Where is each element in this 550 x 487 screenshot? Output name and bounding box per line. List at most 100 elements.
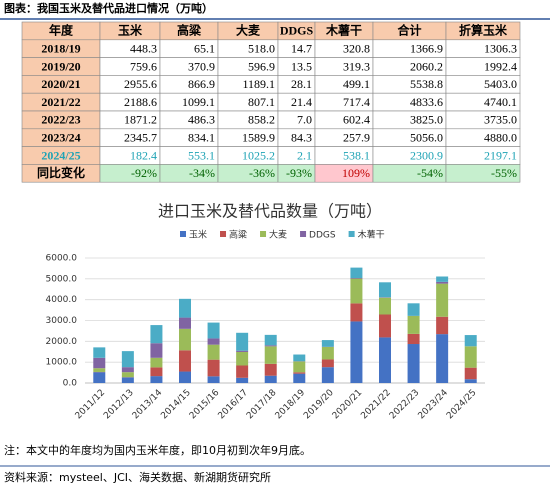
x-tick-label: 2023/24	[417, 388, 451, 422]
x-tick-label: 2015/16	[188, 388, 222, 422]
bar-segment	[121, 367, 134, 373]
cell-value: 28.1	[291, 77, 312, 91]
cell-value: 2345.7	[124, 130, 157, 144]
bar-segment	[264, 346, 277, 364]
y-tick-label: 5000.0	[46, 274, 78, 284]
bar-segment	[150, 343, 163, 358]
cell-value: 759.6	[130, 59, 157, 73]
legend-swatch	[180, 231, 186, 237]
bar-segment	[207, 344, 220, 360]
bar-segment	[293, 354, 306, 362]
cell-value: -55%	[491, 166, 517, 180]
row-label: 2021/22	[41, 95, 80, 109]
cell-value: 486.3	[188, 113, 215, 127]
column-header: 高粱	[177, 23, 202, 38]
cell-value: 602.4	[343, 113, 370, 127]
column-header: 大麦	[236, 23, 261, 38]
bar-segment	[436, 276, 449, 282]
legend-label: 玉米	[189, 229, 207, 241]
row-label: 2022/23	[41, 113, 80, 127]
legend-swatch	[300, 231, 307, 237]
bar-segment	[436, 283, 449, 317]
cell-value: 1189.1	[242, 77, 275, 91]
bar-segment	[150, 376, 163, 383]
cell-value: 2060.2	[410, 59, 443, 73]
cell-value: 2300.9	[410, 148, 443, 162]
bar-segment	[121, 377, 134, 383]
x-tick-label: 2016/17	[217, 388, 251, 422]
bar-segment	[150, 325, 163, 344]
x-tick-label: 2018/19	[274, 388, 308, 422]
cell-value: 1366.9	[410, 41, 443, 55]
bar-segment	[179, 298, 191, 318]
cell-value: -54%	[417, 166, 443, 180]
row-label: 2023/24	[41, 130, 80, 144]
x-tick-label: 2024/25	[445, 388, 479, 422]
bar-segment	[321, 347, 334, 360]
bar-segment	[379, 282, 391, 298]
y-tick-label: 0.0	[63, 379, 78, 389]
bar-segment	[350, 321, 363, 383]
bar-segment	[293, 361, 306, 373]
bar-segment	[236, 377, 249, 383]
cell-value: -92%	[131, 166, 157, 180]
cell-value: 14.7	[291, 41, 312, 55]
bar-segment	[407, 344, 420, 383]
cell-value: 319.3	[343, 59, 370, 73]
cell-value: 1099.1	[182, 95, 215, 109]
cell-value: 2955.6	[124, 77, 157, 91]
bar-segment	[350, 303, 363, 322]
y-tick-label: 3000.0	[46, 316, 78, 326]
bar-segment	[236, 351, 249, 366]
source: 资料来源：mysteel、JCI、海关数据、新湖期货研究所	[4, 470, 271, 484]
bar-segment	[321, 340, 334, 347]
cell-value: 2197.1	[484, 148, 517, 162]
cell-value: 257.9	[343, 130, 370, 144]
bar-segment	[236, 332, 249, 351]
legend-label: 大麦	[269, 229, 287, 241]
bar-segment	[150, 367, 163, 377]
cell-value: 5403.0	[484, 77, 517, 91]
bar-segment	[179, 317, 191, 329]
column-header: 年度	[49, 23, 74, 38]
cell-value: 13.5	[291, 59, 312, 73]
y-tick-label: 6000.0	[46, 254, 78, 264]
x-tick-label: 2022/23	[388, 388, 422, 422]
legend-swatch	[260, 231, 267, 237]
cell-value: 1306.3	[484, 41, 517, 55]
bar-segment	[264, 363, 277, 376]
cell-value: 84.3	[291, 130, 312, 144]
bar-segment	[379, 337, 391, 383]
bar-segment	[264, 345, 277, 347]
x-tick-label: 2017/18	[245, 388, 279, 422]
cell-value: 21.4	[291, 95, 312, 109]
cell-value: 717.4	[343, 95, 370, 109]
chart-title: 进口玉米及替代品数量（万吨）	[158, 202, 382, 221]
column-header: 玉米	[118, 23, 143, 38]
bar-segment	[436, 281, 449, 284]
bar-segment	[179, 371, 191, 383]
cell-value: 834.1	[188, 130, 215, 144]
cell-value: 499.1	[343, 77, 370, 91]
cell-value: 1871.2	[124, 113, 157, 127]
cell-value: 448.3	[130, 41, 157, 55]
row-label: 2019/20	[41, 59, 80, 73]
bar-segment	[464, 346, 477, 368]
y-tick-label: 1000.0	[46, 358, 78, 368]
column-header: 合计	[397, 23, 421, 38]
y-tick-label: 2000.0	[46, 337, 78, 347]
cell-value: 370.9	[188, 59, 215, 73]
cell-value: 65.1	[194, 41, 215, 55]
legend-swatch	[220, 231, 227, 237]
cell-value: 858.2	[248, 113, 275, 127]
cell-value: 538.1	[343, 148, 370, 162]
cell-value: 1589.9	[242, 130, 275, 144]
bar-segment	[121, 372, 134, 378]
cell-value: 1025.2	[242, 148, 275, 162]
cell-value: 4833.6	[410, 95, 443, 109]
x-tick-label: 2012/13	[102, 388, 136, 422]
bar-segment	[350, 267, 363, 279]
legend-label: 木薯干	[358, 229, 385, 241]
note: 注：本文中的年度均为国内玉米年度，即10月初到次年9月底。	[4, 443, 311, 457]
